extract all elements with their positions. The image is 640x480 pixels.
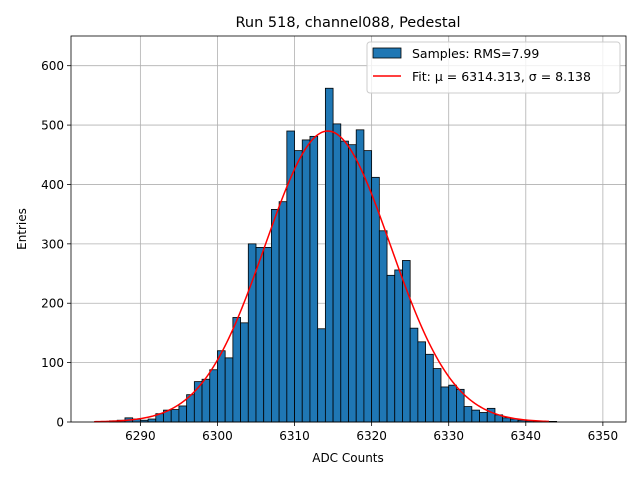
histogram-bar	[386, 274, 396, 423]
histogram-bar	[432, 368, 442, 423]
y-tick-label: 500	[41, 119, 64, 133]
histogram-bar	[448, 384, 457, 423]
histogram-bar	[409, 327, 419, 423]
y-tick-label: 400	[41, 178, 64, 192]
histogram-bar	[463, 406, 473, 423]
histogram-bar	[147, 418, 157, 423]
x-tick-label: 6320	[356, 429, 387, 443]
histogram-bar	[417, 341, 426, 423]
histogram-bar	[294, 150, 303, 423]
histogram-bar	[332, 123, 342, 423]
legend-box	[366, 41, 621, 94]
legend: Samples: RMS=7.99 Fit: μ = 6314.313, σ =…	[366, 41, 621, 94]
histogram-bar	[271, 209, 280, 423]
legend-fit-label: Fit: μ = 6314.313, σ = 8.138	[412, 69, 591, 84]
histogram-bar	[263, 247, 272, 423]
histogram-bar	[402, 260, 411, 423]
x-axis-ticks: 6290 6300 6310 6320 6330 6340 6350	[125, 422, 618, 443]
histogram-bar	[240, 322, 249, 423]
histogram-bar	[278, 201, 288, 423]
histogram-bar	[317, 328, 326, 423]
histogram-bar	[170, 409, 180, 423]
y-tick-label: 300	[41, 237, 64, 251]
histogram-bar	[378, 230, 388, 423]
histogram-bar	[340, 140, 349, 423]
histogram-bar	[371, 176, 380, 423]
y-tick-label: 100	[41, 356, 64, 370]
histogram-bar	[348, 144, 357, 423]
x-tick-label: 6340	[511, 429, 542, 443]
x-tick-label: 6310	[279, 429, 310, 443]
histogram-bar	[224, 357, 234, 423]
gaussian-fit-curve	[94, 130, 549, 423]
histogram-bar	[247, 243, 257, 423]
legend-samples-label: Samples: RMS=7.99	[412, 46, 539, 61]
histogram-bar	[479, 412, 488, 423]
histogram-bar	[502, 417, 511, 423]
histogram-bar	[440, 386, 450, 423]
x-axis-label: ADC Counts	[312, 451, 384, 465]
y-axis-label: Entries	[15, 208, 29, 250]
legend-samples-swatch	[372, 47, 402, 59]
chart-title: Run 518, channel088, Pedestal	[235, 15, 460, 31]
x-tick-label: 6300	[202, 429, 233, 443]
y-axis-ticks: 0 100 200 300 400 500 600	[41, 59, 71, 430]
histogram-bar	[471, 409, 480, 423]
histogram-bar	[178, 405, 188, 423]
histogram-bar	[425, 353, 434, 423]
histogram-bar	[309, 135, 319, 423]
histogram-bar	[209, 369, 218, 423]
histogram-bar	[232, 317, 241, 423]
x-tick-label: 6350	[588, 429, 619, 443]
y-tick-label: 200	[41, 297, 64, 311]
histogram-bar	[255, 247, 265, 423]
histogram-bar	[301, 139, 311, 423]
y-tick-label: 0	[56, 416, 64, 430]
histogram-bar	[324, 87, 334, 423]
histogram-bar	[394, 269, 403, 423]
plot-frame	[70, 35, 627, 423]
x-tick-label: 6330	[433, 429, 464, 443]
histogram-bars	[109, 87, 558, 423]
histogram-bar	[201, 378, 211, 423]
histogram-bar	[286, 130, 295, 423]
histogram-bar	[217, 350, 226, 423]
x-tick-label: 6290	[125, 429, 156, 443]
y-tick-label: 600	[41, 59, 64, 73]
